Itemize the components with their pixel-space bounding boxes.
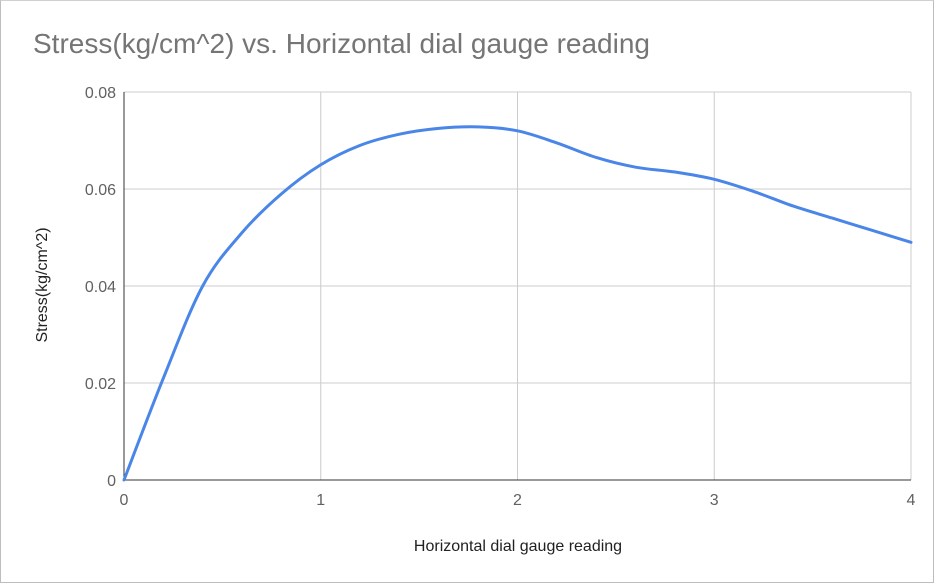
x-tick-label: 2: [513, 492, 522, 509]
axes: [123, 92, 911, 481]
x-tick-label: 1: [316, 492, 325, 509]
grid-lines: [124, 91, 912, 480]
y-tick-label: 0.08: [85, 85, 116, 102]
y-tick-label: 0: [107, 473, 116, 490]
y-axis-label: Stress(kg/cm^2): [34, 227, 51, 342]
y-tick-label: 0.02: [85, 376, 116, 393]
x-tick-label: 3: [710, 492, 719, 509]
x-tick-label: 0: [120, 492, 129, 509]
x-tick-label: 4: [907, 492, 916, 509]
chart-title: Stress(kg/cm^2) vs. Horizontal dial gaug…: [33, 28, 650, 59]
x-axis-label: Horizontal dial gauge reading: [414, 538, 622, 555]
y-tick-label: 0.06: [85, 182, 116, 199]
series-group: [122, 125, 913, 482]
y-tick-label: 0.04: [85, 279, 116, 296]
y-tick-labels: 0 0.02 0.04 0.06 0.08: [85, 85, 116, 490]
series-line: [122, 125, 913, 482]
x-tick-labels: 0 1 2 3 4: [120, 492, 916, 509]
